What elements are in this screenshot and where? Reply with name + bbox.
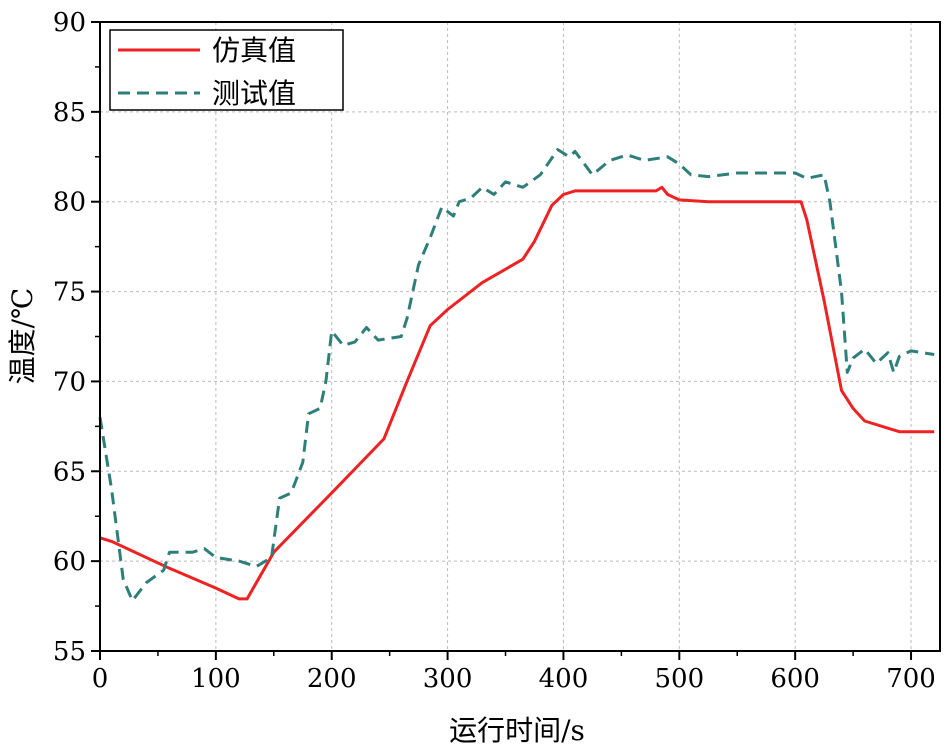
x-tick-label: 100 bbox=[191, 664, 241, 694]
x-tick-label: 700 bbox=[886, 664, 936, 694]
y-tick-label: 70 bbox=[53, 367, 86, 397]
x-tick-label: 200 bbox=[307, 664, 357, 694]
legend-box bbox=[109, 29, 344, 111]
legend-label-measured: 测试值 bbox=[212, 77, 296, 110]
y-tick-label: 90 bbox=[53, 8, 86, 38]
x-axis-label: 运行时间/s bbox=[449, 714, 585, 747]
series-line-measured bbox=[98, 148, 935, 603]
x-tick-label: 500 bbox=[654, 664, 704, 694]
y-tick-label: 75 bbox=[53, 278, 86, 308]
series-group bbox=[98, 148, 935, 603]
x-tick-label: 300 bbox=[423, 664, 473, 694]
series-line-simulated bbox=[99, 185, 935, 601]
grid bbox=[100, 22, 940, 651]
x-tick-label: 600 bbox=[770, 664, 820, 694]
y-tick-label: 55 bbox=[53, 637, 86, 667]
plot-frame bbox=[99, 21, 941, 652]
y-tick-label: 85 bbox=[53, 98, 86, 128]
legend: 仿真值 测试值 bbox=[109, 29, 344, 111]
ticks: 0 100 200 300 400 500 600 700 55 60 65 70 75 80 85 90 bbox=[53, 8, 936, 694]
y-tick-label: 65 bbox=[53, 457, 86, 487]
y-tick-label: 80 bbox=[53, 188, 86, 218]
y-tick-label: 60 bbox=[53, 547, 86, 577]
x-tick-label: 400 bbox=[539, 664, 589, 694]
legend-label-simulated: 仿真值 bbox=[212, 34, 296, 67]
x-tick-label: 0 bbox=[92, 664, 109, 694]
y-axis-label: 温度/℃ bbox=[6, 288, 39, 385]
